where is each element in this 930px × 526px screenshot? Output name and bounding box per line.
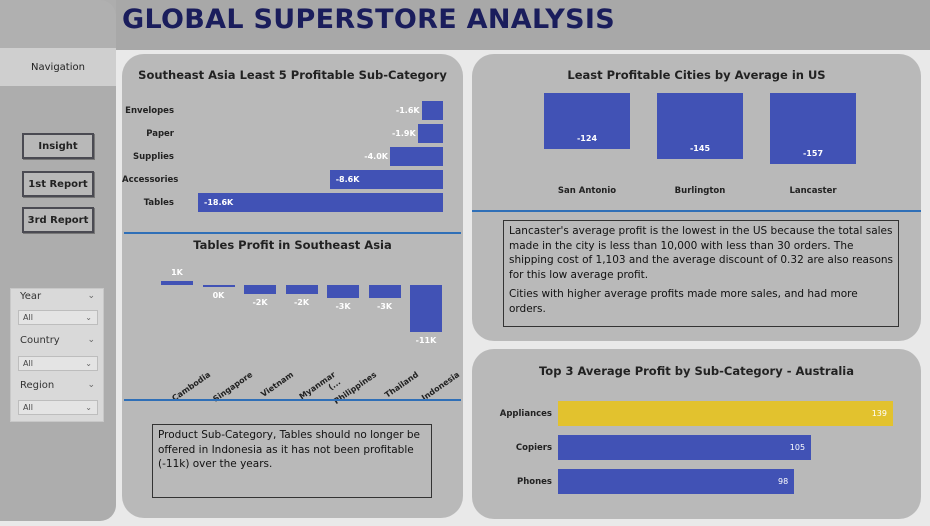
chevron-down-icon: ⌄ bbox=[85, 313, 92, 322]
bar bbox=[770, 93, 856, 165]
category-label: Supplies bbox=[133, 152, 174, 162]
us-cities-chart-title: Least Profitable Cities by Average in US bbox=[567, 68, 826, 82]
bar bbox=[544, 93, 630, 150]
category-label: Lancaster bbox=[789, 186, 837, 196]
data-label: -145 bbox=[689, 143, 711, 153]
filter-slicers: Year ⌄ All ⌄ Country ⌄ All ⌄ Region ⌄ Al… bbox=[10, 288, 104, 422]
data-label: 105 bbox=[789, 443, 806, 452]
category-label: Copiers bbox=[515, 443, 552, 453]
country-dropdown[interactable]: All ⌄ bbox=[18, 356, 98, 371]
chevron-down-icon[interactable]: ⌄ bbox=[87, 380, 95, 390]
navigation-label: Navigation bbox=[0, 48, 116, 86]
category-label: Accessories bbox=[122, 175, 179, 185]
category-label: Appliances bbox=[499, 409, 552, 419]
data-label: -1.9K bbox=[391, 129, 416, 138]
chevron-down-icon: ⌄ bbox=[85, 359, 92, 368]
chevron-down-icon: ⌄ bbox=[85, 403, 92, 412]
data-label: -2K bbox=[252, 297, 268, 307]
data-label: -8.6K bbox=[335, 175, 360, 184]
data-label: 0K bbox=[212, 290, 225, 300]
data-label: -11K bbox=[415, 335, 437, 345]
data-label: -124 bbox=[576, 134, 598, 144]
bar bbox=[558, 469, 795, 494]
sea-subcategory-chart-title: Southeast Asia Least 5 Profitable Sub-Ca… bbox=[138, 68, 447, 82]
bar bbox=[244, 285, 276, 294]
data-label: -1.6K bbox=[395, 106, 420, 115]
region-slicer-label: Region bbox=[20, 380, 55, 391]
data-label: -3K bbox=[335, 301, 351, 311]
lancaster-insight-note: Lancaster's average profit is the lowest… bbox=[503, 220, 899, 327]
data-label: -157 bbox=[802, 149, 824, 159]
bar bbox=[198, 193, 443, 212]
data-label: -3K bbox=[376, 301, 393, 311]
bar bbox=[327, 285, 359, 298]
page-title: GLOBAL SUPERSTORE ANALYSIS bbox=[122, 4, 615, 35]
bar bbox=[421, 101, 443, 120]
country-slicer-label: Country bbox=[20, 335, 60, 346]
bar bbox=[657, 93, 743, 159]
region-dropdown[interactable]: All ⌄ bbox=[18, 400, 98, 415]
divider bbox=[472, 210, 921, 212]
navigation-panel: Navigation Insight 1st Report 3rd Report bbox=[0, 0, 116, 521]
bar bbox=[417, 124, 443, 143]
category-label: Paper bbox=[146, 129, 174, 139]
data-label: 139 bbox=[871, 409, 887, 418]
data-label: 1K bbox=[171, 267, 183, 277]
divider bbox=[124, 232, 461, 234]
nav-top-block bbox=[0, 0, 116, 48]
third-report-button[interactable]: 3rd Report bbox=[22, 207, 94, 233]
category-label: Burlington bbox=[674, 186, 726, 196]
data-label: 98 bbox=[777, 477, 789, 486]
bar bbox=[558, 401, 893, 426]
tables-profit-chart-title: Tables Profit in Southeast Asia bbox=[193, 238, 392, 252]
us-cities-panel: Least Profitable Cities by Average in US… bbox=[472, 54, 921, 341]
bar bbox=[329, 170, 443, 189]
bar bbox=[285, 285, 318, 294]
year-slicer-label: Year bbox=[20, 291, 42, 302]
category-label: Tables bbox=[143, 198, 174, 208]
data-label: -4.0K bbox=[364, 152, 388, 161]
lancaster-note-paragraph: Lancaster's average profit is the lowest… bbox=[509, 225, 893, 281]
bar bbox=[410, 285, 442, 332]
australia-panel: Top 3 Average Profit by Sub-Category - A… bbox=[472, 349, 921, 519]
lancaster-note-paragraph: Cities with higher average profits made … bbox=[509, 288, 858, 315]
bar bbox=[161, 280, 193, 285]
report-header: GLOBAL SUPERSTORE ANALYSIS bbox=[116, 0, 930, 50]
data-label: -18.6K bbox=[204, 198, 234, 207]
region-dropdown-value: All bbox=[23, 403, 33, 412]
bar bbox=[558, 435, 812, 460]
category-label: Phones bbox=[517, 477, 552, 487]
australia-chart-title: Top 3 Average Profit by Sub-Category - A… bbox=[538, 364, 855, 378]
category-label: Envelopes bbox=[125, 106, 174, 116]
country-dropdown-value: All bbox=[23, 359, 33, 368]
chevron-down-icon[interactable]: ⌄ bbox=[87, 335, 95, 345]
bar bbox=[390, 147, 443, 166]
year-dropdown[interactable]: All ⌄ bbox=[18, 310, 98, 325]
data-label: -2K bbox=[293, 297, 310, 307]
first-report-button[interactable]: 1st Report bbox=[22, 171, 94, 197]
chevron-down-icon[interactable]: ⌄ bbox=[87, 291, 95, 301]
insight-button[interactable]: Insight bbox=[22, 133, 94, 159]
bar bbox=[368, 285, 401, 298]
category-label: San Antonio bbox=[557, 186, 617, 196]
divider bbox=[124, 399, 461, 401]
indonesia-insight-note: Product Sub-Category, Tables should no l… bbox=[152, 424, 432, 498]
year-dropdown-value: All bbox=[23, 313, 33, 322]
bar bbox=[202, 285, 235, 287]
southeast-asia-panel: Southeast Asia Least 5 Profitable Sub-Ca… bbox=[122, 54, 463, 518]
